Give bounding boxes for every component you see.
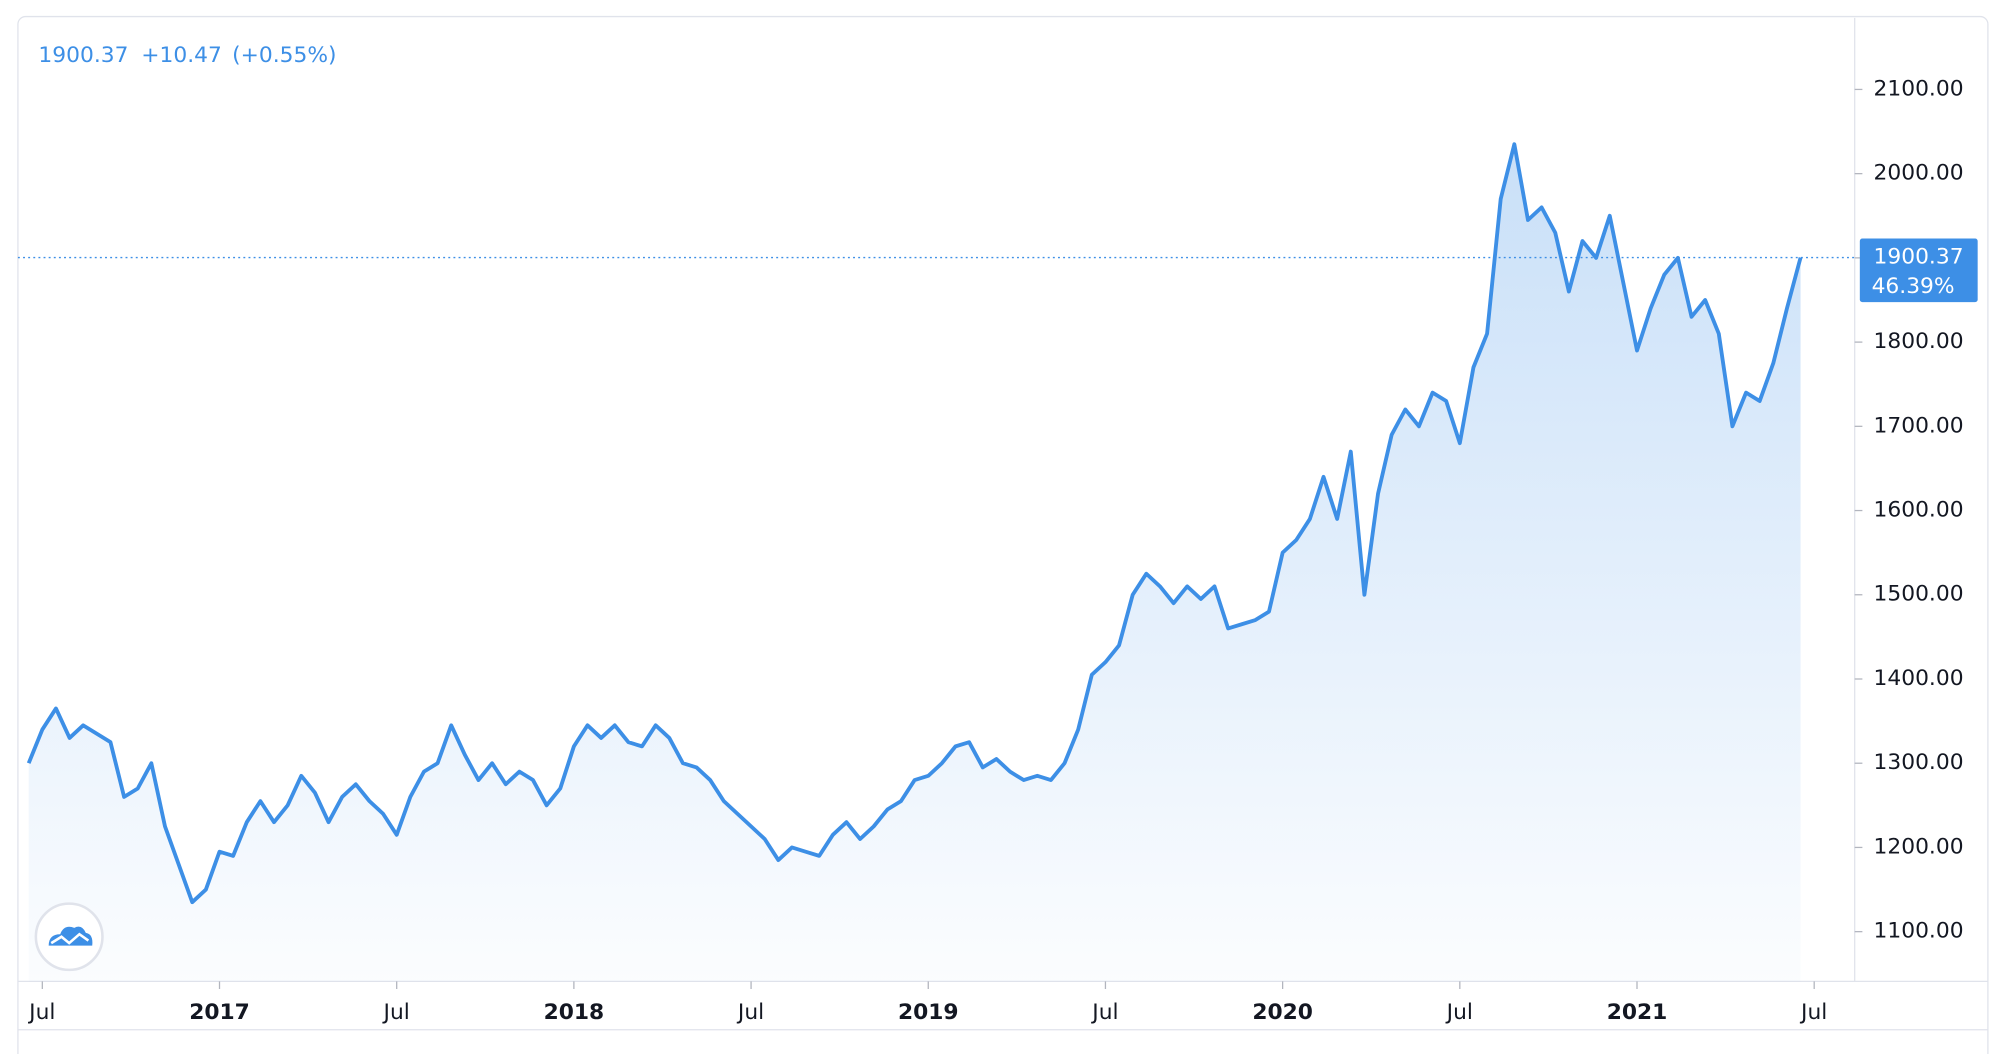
header-change-percent: (+0.55%)	[232, 43, 336, 68]
x-tick-label: 2020	[1252, 1000, 1313, 1025]
last-change-label: 46.39%	[1872, 274, 1955, 299]
x-tick-label: Jul	[1799, 1000, 1827, 1025]
x-tick-label: Jul	[382, 1000, 410, 1025]
y-tick-label: 1600.00	[1874, 498, 1964, 523]
y-tick-label: 2100.00	[1874, 76, 1964, 101]
y-tick-label: 2000.00	[1874, 161, 1964, 186]
header-price: 1900.37	[38, 43, 128, 68]
y-tick-label: 1400.00	[1874, 666, 1964, 691]
price-line	[26, 142, 1803, 905]
y-tick-label: 1800.00	[1874, 329, 1964, 354]
logo	[34, 902, 104, 972]
header-change: +10.47	[141, 43, 222, 68]
x-tick-label: 2018	[544, 1000, 605, 1025]
x-tick-label: 2021	[1607, 1000, 1668, 1025]
y-tick-label: 1700.00	[1874, 413, 1964, 438]
x-tick-label: Jul	[1445, 1000, 1473, 1025]
last-price-label: 1900.37	[1874, 245, 1964, 270]
y-tick-label: 1100.00	[1874, 919, 1964, 944]
last-price-tag	[1859, 238, 1978, 303]
x-tick-label: 2019	[898, 1000, 959, 1025]
x-tick-label: Jul	[1090, 1000, 1118, 1025]
y-tick-label: 1300.00	[1874, 750, 1964, 775]
y-tick-label: 1200.00	[1874, 834, 1964, 859]
x-tick-label: 2017	[189, 1000, 250, 1025]
x-tick-label: Jul	[27, 1000, 55, 1025]
area-fill	[28, 144, 1801, 982]
y-tick-label: 1500.00	[1874, 582, 1964, 607]
plot	[17, 142, 1855, 982]
x-tick-label: Jul	[736, 1000, 764, 1025]
